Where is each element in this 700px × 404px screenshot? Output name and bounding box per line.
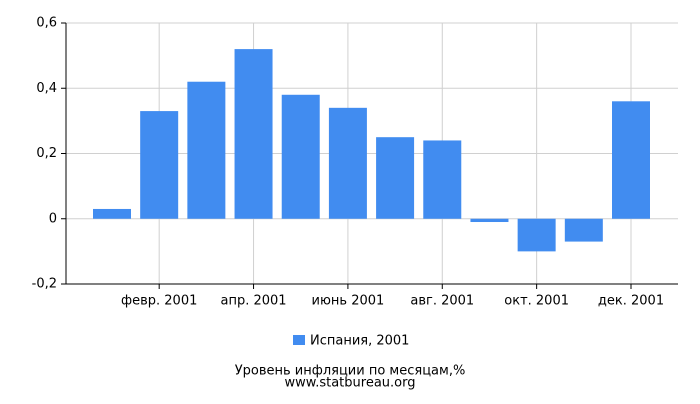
x-tick-label: авг. 2001: [410, 294, 474, 309]
bar: [234, 49, 273, 219]
x-tick-label: февр. 2001: [121, 294, 197, 309]
bar: [328, 107, 367, 219]
legend-swatch: [293, 335, 305, 345]
legend-label: Испания, 2001: [310, 334, 409, 349]
bar: [517, 218, 556, 252]
y-tick-label: 0: [49, 211, 57, 226]
bar: [93, 208, 131, 219]
x-tick-label: окт. 2001: [504, 294, 569, 309]
y-tick-label: -0,2: [32, 277, 57, 292]
x-tick-label: дек. 2001: [598, 294, 664, 309]
bar: [470, 218, 509, 223]
bar: [376, 137, 415, 219]
x-tick-label: июнь 2001: [312, 294, 385, 309]
y-tick-label: 0,6: [36, 16, 57, 31]
bar: [140, 111, 179, 219]
y-tick-label: 0,4: [36, 81, 57, 96]
y-tick-label: 0,2: [36, 146, 57, 161]
bar: [187, 81, 226, 219]
x-tick-label: апр. 2001: [221, 294, 287, 309]
chart-subtitle: www.statbureau.org: [285, 376, 416, 391]
bar: [564, 218, 603, 242]
bar: [612, 101, 650, 219]
bar: [281, 94, 320, 219]
chart-title: Уровень инфляции по месяцам,%: [235, 364, 466, 379]
bar: [423, 140, 462, 219]
